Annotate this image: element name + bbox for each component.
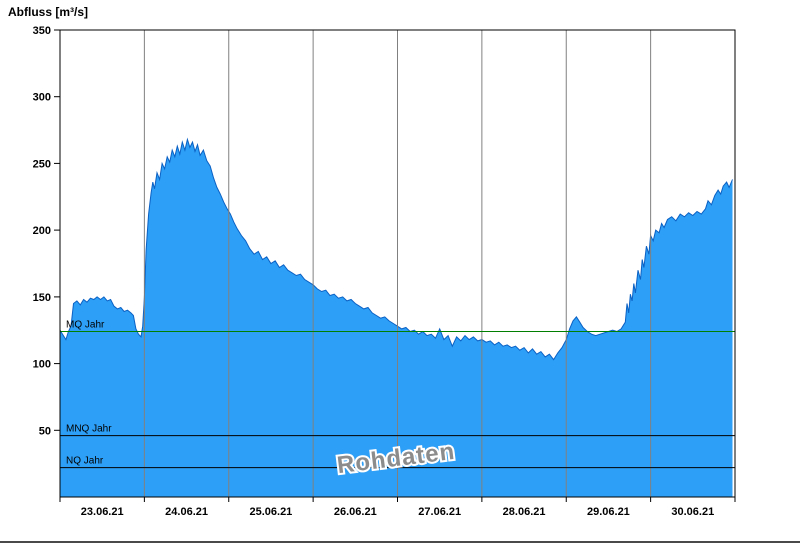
y-axis-tick-label: 150 bbox=[33, 292, 51, 304]
discharge-area bbox=[60, 139, 733, 497]
y-axis-tick-label: 350 bbox=[33, 25, 51, 37]
x-axis-tick-label: 23.06.21 bbox=[81, 506, 124, 518]
y-axis-title: Abfluss [m³/s] bbox=[8, 5, 89, 19]
x-axis-tick-label: 24.06.21 bbox=[165, 506, 208, 518]
y-axis-tick-label: 250 bbox=[33, 158, 51, 170]
y-axis-tick-label: 300 bbox=[33, 92, 51, 104]
reference-line-label-0: MQ Jahr bbox=[66, 320, 105, 331]
y-axis-tick-label: 200 bbox=[33, 225, 51, 237]
x-axis-tick-label: 28.06.21 bbox=[503, 506, 546, 518]
discharge-line bbox=[59, 137, 733, 361]
x-axis-tick-label: 25.06.21 bbox=[249, 506, 292, 518]
y-axis-tick-label: 50 bbox=[39, 425, 51, 437]
x-axis-tick-label: 27.06.21 bbox=[418, 506, 461, 518]
x-axis-tick-label: 26.06.21 bbox=[334, 506, 377, 518]
x-axis-tick-label: 30.06.21 bbox=[671, 506, 714, 518]
y-axis-tick-label: 100 bbox=[33, 359, 51, 371]
reference-line-label-2: NQ Jahr bbox=[66, 456, 104, 467]
x-axis-tick-label: 29.06.21 bbox=[587, 506, 630, 518]
reference-line-label-1: MNQ Jahr bbox=[66, 424, 112, 435]
window-bottom-border bbox=[0, 541, 800, 543]
